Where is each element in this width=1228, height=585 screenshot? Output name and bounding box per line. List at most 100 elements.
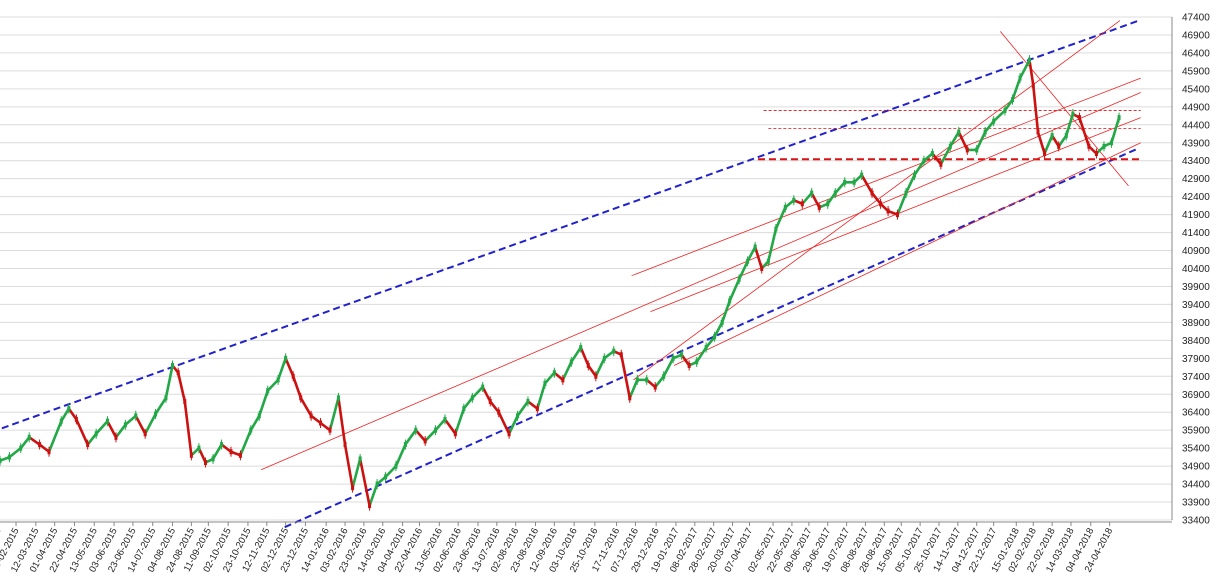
candle-body — [1050, 133, 1054, 139]
price-segment — [134, 414, 147, 436]
candle-body — [886, 208, 890, 214]
price-segment — [939, 145, 952, 166]
price-segment — [75, 418, 89, 446]
trend-line — [284, 147, 1140, 529]
price-segment — [337, 396, 347, 446]
candle-body — [930, 151, 934, 157]
candle-body — [870, 190, 874, 196]
candle-body — [516, 413, 520, 419]
price-segment — [913, 159, 926, 177]
price-segment — [975, 130, 987, 152]
candle-body — [535, 406, 539, 412]
y-tick-label: 42900 — [1182, 174, 1210, 185]
price-segment — [257, 389, 270, 418]
price-segment — [266, 378, 280, 392]
candle-body — [753, 244, 757, 250]
price-segment — [594, 357, 606, 378]
price-segment — [328, 396, 340, 432]
price-segment — [570, 346, 583, 364]
candle-body — [211, 456, 215, 462]
price-segment — [619, 353, 632, 400]
trend-line — [999, 31, 1129, 187]
candle-body — [792, 197, 796, 203]
candle-body — [105, 418, 109, 424]
candle-body — [299, 395, 303, 401]
candle-body — [204, 460, 208, 466]
candle-body — [896, 212, 900, 218]
candle-body — [826, 201, 830, 207]
candle-body — [1011, 97, 1015, 103]
y-tick-label: 39400 — [1182, 300, 1210, 311]
candle-body — [602, 355, 606, 361]
candle-body — [579, 345, 583, 351]
candle-body — [1043, 151, 1047, 157]
price-segment — [164, 364, 174, 400]
candle-body — [1087, 143, 1091, 149]
candle-body — [939, 161, 943, 167]
y-tick-label: 46400 — [1182, 48, 1210, 59]
candle-body — [336, 395, 340, 401]
candle-body — [257, 413, 261, 419]
candle-body — [965, 147, 969, 153]
candle-body — [462, 406, 466, 412]
candle-body — [746, 258, 750, 264]
y-tick-label: 46900 — [1182, 30, 1210, 41]
y-tick-label: 36900 — [1182, 390, 1210, 401]
price-segment — [291, 374, 303, 400]
price-segment — [561, 360, 573, 382]
trend-line — [631, 77, 1141, 277]
candle-body — [904, 190, 908, 196]
candle-body — [403, 442, 407, 448]
y-tick-label: 33400 — [1182, 516, 1210, 527]
candle-body — [526, 398, 530, 404]
candle-body — [291, 373, 295, 379]
price-segment — [404, 428, 418, 446]
price-segment — [904, 173, 916, 195]
candle-body — [164, 395, 168, 401]
candle-body — [343, 442, 347, 448]
y-tick-label: 45400 — [1182, 84, 1210, 95]
candle-body — [720, 319, 724, 325]
candle-body — [86, 442, 90, 448]
price-segment — [1018, 58, 1031, 80]
candle-body — [309, 413, 313, 419]
price-segment — [753, 245, 764, 270]
candle-body — [653, 384, 657, 390]
y-tick-label: 37400 — [1182, 372, 1210, 383]
price-segment — [1078, 116, 1091, 148]
candle-body — [507, 431, 511, 437]
price-segment — [414, 428, 427, 443]
candle-body — [453, 431, 457, 437]
price-segment — [0, 455, 11, 463]
candle-body — [728, 298, 732, 304]
price-segment — [114, 423, 127, 439]
price-segment — [319, 421, 332, 432]
candle-body — [552, 370, 556, 376]
price-segment — [434, 418, 447, 432]
price-segment — [579, 346, 590, 367]
price-segment — [695, 346, 708, 364]
y-tick-label: 36400 — [1182, 408, 1210, 419]
trend-line — [260, 92, 1141, 471]
candle-body — [414, 427, 418, 433]
candle-body — [774, 226, 778, 232]
candle-body — [1094, 151, 1098, 157]
candle-body — [74, 416, 78, 422]
candle-body — [189, 452, 193, 458]
price-segment — [536, 382, 547, 410]
candle-body — [992, 118, 996, 124]
price-segment — [526, 400, 539, 410]
price-segment — [1036, 130, 1046, 155]
candle-body — [394, 463, 398, 469]
candle-body — [586, 363, 590, 369]
candle-body — [833, 190, 837, 196]
price-segment — [1031, 83, 1040, 134]
candle-body — [783, 204, 787, 210]
price-segment — [27, 436, 41, 446]
y-tick-label: 35900 — [1182, 426, 1210, 437]
price-segment — [239, 428, 253, 457]
price-segment — [728, 277, 741, 303]
price-segment — [351, 457, 362, 489]
y-tick-label: 34900 — [1182, 462, 1210, 473]
